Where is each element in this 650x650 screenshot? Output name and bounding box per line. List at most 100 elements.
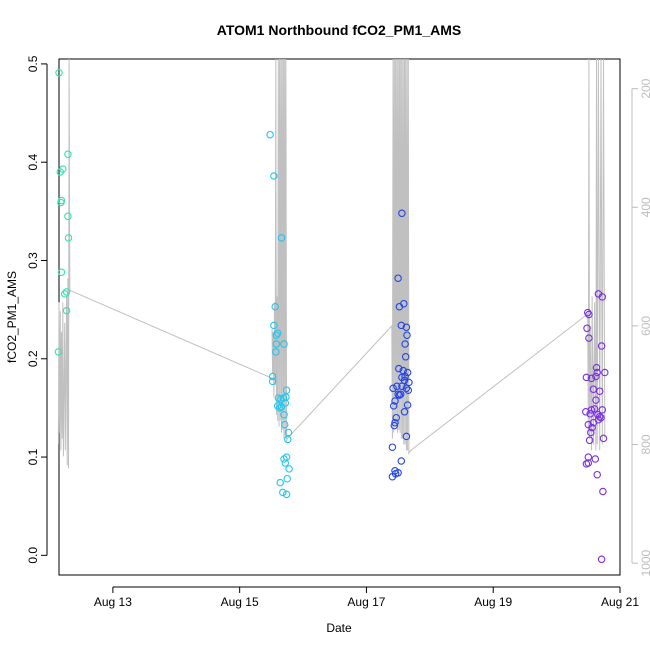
y-right-tick-label: 200 <box>639 78 650 98</box>
y-tick-label: 0.1 <box>26 448 40 465</box>
data-point <box>393 382 401 391</box>
y-tick-label: 0.5 <box>26 55 40 72</box>
data-point <box>395 364 403 373</box>
data-point <box>592 396 600 404</box>
data-point <box>284 435 292 444</box>
y-tick-label: 0.3 <box>26 252 40 269</box>
data-point <box>402 432 411 441</box>
data-point <box>388 443 397 451</box>
data-point <box>272 348 280 356</box>
data-point <box>587 428 595 437</box>
chart-title: ATOM1 Northbound fCO2_PM1_AMS <box>217 22 462 38</box>
data-point <box>397 457 406 465</box>
data-point <box>598 293 607 301</box>
data-point <box>398 382 406 391</box>
data-point <box>585 334 593 342</box>
data-point <box>396 390 405 398</box>
data-point <box>401 372 409 381</box>
y-right-tick-label: 1000 <box>639 549 650 576</box>
data-point <box>394 469 402 477</box>
data-point <box>403 401 412 409</box>
data-point <box>285 465 293 473</box>
data-point <box>281 399 290 407</box>
data-point <box>585 436 594 445</box>
data-point <box>280 340 288 348</box>
data-point <box>391 397 399 405</box>
data-point <box>282 386 291 394</box>
data-point <box>59 165 67 173</box>
y-axis-left: 0.0 0.1 0.2 0.3 0.4 0.5 <box>26 55 48 564</box>
data-point <box>593 470 601 479</box>
series-4 <box>582 290 609 564</box>
data-point <box>62 288 71 296</box>
data-point <box>389 384 397 393</box>
data-point <box>391 418 399 427</box>
data-point <box>64 234 73 242</box>
data-point <box>593 368 601 377</box>
y-tick-label: 0.0 <box>26 547 40 564</box>
x-tick-label: Aug 19 <box>474 595 512 609</box>
data-point <box>597 342 606 350</box>
y-axis-label: fCO2_PM1_AMS <box>5 271 19 363</box>
series-1 <box>54 69 73 356</box>
y-tick-label: 0.4 <box>26 154 40 171</box>
pressure-trace-line <box>57 58 606 469</box>
series-2 <box>266 130 293 499</box>
data-point <box>402 323 411 332</box>
x-tick-label: Aug 21 <box>601 595 639 609</box>
y-right-tick-label: 400 <box>639 197 650 217</box>
data-point <box>590 405 599 413</box>
data-point <box>404 386 413 394</box>
data-point <box>54 348 63 356</box>
data-point <box>582 373 591 382</box>
data-point <box>277 234 286 242</box>
data-point <box>270 172 278 180</box>
plot-frame <box>58 58 621 576</box>
data-point <box>601 368 609 377</box>
data-point <box>64 212 72 221</box>
data-point <box>394 274 402 282</box>
data-point <box>588 423 596 432</box>
data-point <box>283 474 291 483</box>
x-tick-label: Aug 17 <box>347 595 385 609</box>
data-point <box>389 402 398 410</box>
x-tick-label: Aug 15 <box>221 595 259 609</box>
data-point <box>266 130 274 139</box>
data-point <box>395 391 404 399</box>
data-point <box>583 308 592 317</box>
data-point <box>582 460 591 468</box>
data-point <box>282 490 291 499</box>
data-point <box>276 478 284 487</box>
data-point <box>273 402 282 410</box>
data-point <box>392 413 400 422</box>
data-point <box>402 384 411 393</box>
data-point <box>271 302 279 311</box>
data-point <box>586 410 594 418</box>
data-point <box>279 488 287 497</box>
data-point <box>62 306 71 315</box>
data-point <box>275 404 284 412</box>
data-point <box>589 418 598 427</box>
data-point <box>55 69 63 77</box>
data-point <box>268 372 277 381</box>
data-point <box>400 408 409 416</box>
data-point <box>592 372 600 381</box>
data-point <box>401 340 409 348</box>
data-point <box>597 555 606 564</box>
data-point <box>284 428 293 437</box>
data-point <box>585 310 593 319</box>
y-right-tick-label: 800 <box>639 434 650 454</box>
data-point <box>60 290 69 298</box>
y-right-tick-label: 600 <box>639 316 650 336</box>
data-point <box>390 421 399 430</box>
data-point <box>599 434 608 443</box>
data-point <box>403 368 412 377</box>
x-axis: Aug 13 Aug 15 Aug 17 Aug 19 Aug 21 <box>94 586 639 609</box>
data-point <box>591 455 600 463</box>
data-point <box>280 420 289 429</box>
data-point <box>394 390 402 398</box>
data-point <box>592 363 601 372</box>
data-point <box>595 387 604 395</box>
data-point <box>64 150 72 159</box>
